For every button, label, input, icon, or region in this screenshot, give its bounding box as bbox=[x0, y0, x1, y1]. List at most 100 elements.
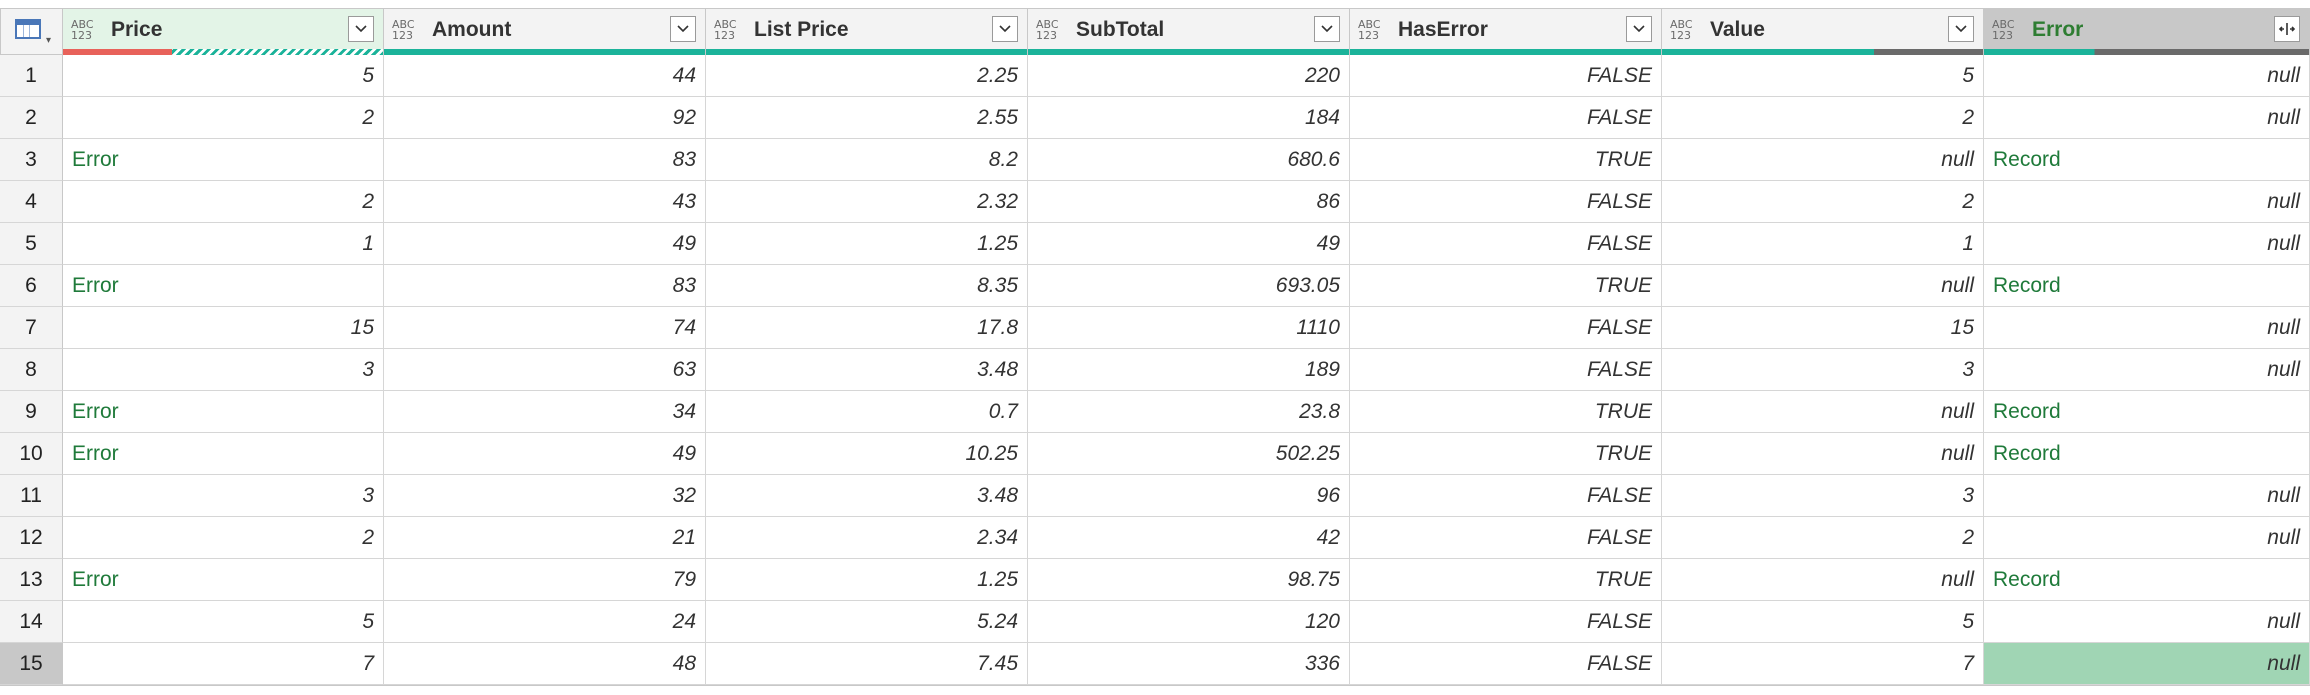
table-cell[interactable]: 23.8 bbox=[1028, 391, 1350, 433]
table-cell[interactable]: 2.55 bbox=[706, 97, 1028, 139]
any-type-icon[interactable]: ABC 123 bbox=[1358, 19, 1388, 41]
table-cell[interactable]: 5 bbox=[63, 601, 384, 643]
table-cell[interactable]: 120 bbox=[1028, 601, 1350, 643]
table-cell[interactable]: 3 bbox=[63, 475, 384, 517]
table-cell[interactable]: 96 bbox=[1028, 475, 1350, 517]
table-cell[interactable]: 49 bbox=[384, 433, 706, 475]
table-cell[interactable]: 2 bbox=[63, 97, 384, 139]
table-cell[interactable]: 3 bbox=[1662, 349, 1984, 391]
column-header-amount[interactable]: ABC 123 Amount bbox=[384, 8, 706, 55]
table-cell[interactable]: null bbox=[1984, 643, 2310, 685]
row-number[interactable]: 12 bbox=[0, 517, 63, 559]
table-cell[interactable]: 1 bbox=[1662, 223, 1984, 265]
table-cell[interactable]: 1 bbox=[63, 223, 384, 265]
row-number[interactable]: 10 bbox=[0, 433, 63, 475]
table-cell[interactable]: TRUE bbox=[1350, 559, 1662, 601]
row-number[interactable]: 11 bbox=[0, 475, 63, 517]
column-header-price[interactable]: ABC 123 Price bbox=[63, 8, 384, 55]
row-number[interactable]: 8 bbox=[0, 349, 63, 391]
table-cell[interactable]: 86 bbox=[1028, 181, 1350, 223]
table-cell[interactable]: null bbox=[1662, 139, 1984, 181]
row-number[interactable]: 5 bbox=[0, 223, 63, 265]
table-cell[interactable]: 15 bbox=[1662, 307, 1984, 349]
table-cell[interactable]: Error bbox=[63, 391, 384, 433]
table-cell[interactable]: null bbox=[1662, 433, 1984, 475]
table-cell[interactable]: Record bbox=[1984, 433, 2310, 475]
table-cell[interactable]: 15 bbox=[63, 307, 384, 349]
table-cell[interactable]: 24 bbox=[384, 601, 706, 643]
table-cell[interactable]: 83 bbox=[384, 265, 706, 307]
table-cell[interactable]: FALSE bbox=[1350, 643, 1662, 685]
dropdown-icon[interactable] bbox=[1948, 16, 1974, 42]
row-number[interactable]: 7 bbox=[0, 307, 63, 349]
table-cell[interactable]: 2.34 bbox=[706, 517, 1028, 559]
table-cell[interactable]: 92 bbox=[384, 97, 706, 139]
row-number[interactable]: 4 bbox=[0, 181, 63, 223]
table-cell[interactable]: 3 bbox=[1662, 475, 1984, 517]
dropdown-icon[interactable] bbox=[1314, 16, 1340, 42]
table-cell[interactable]: 693.05 bbox=[1028, 265, 1350, 307]
table-cell[interactable]: TRUE bbox=[1350, 433, 1662, 475]
table-cell[interactable]: 1.25 bbox=[706, 559, 1028, 601]
table-cell[interactable]: null bbox=[1984, 307, 2310, 349]
table-cell[interactable]: 63 bbox=[384, 349, 706, 391]
row-number[interactable]: 15 bbox=[0, 643, 63, 685]
table-cell[interactable]: 44 bbox=[384, 55, 706, 97]
table-cell[interactable]: FALSE bbox=[1350, 349, 1662, 391]
table-cell[interactable]: null bbox=[1662, 391, 1984, 433]
column-header-list-price[interactable]: ABC 123 List Price bbox=[706, 8, 1028, 55]
table-cell[interactable]: 79 bbox=[384, 559, 706, 601]
table-cell[interactable]: 48 bbox=[384, 643, 706, 685]
table-cell[interactable]: 189 bbox=[1028, 349, 1350, 391]
table-cell[interactable]: 184 bbox=[1028, 97, 1350, 139]
table-cell[interactable]: 32 bbox=[384, 475, 706, 517]
table-cell[interactable]: 3.48 bbox=[706, 475, 1028, 517]
table-cell[interactable]: FALSE bbox=[1350, 223, 1662, 265]
row-number[interactable]: 3 bbox=[0, 139, 63, 181]
table-cell[interactable]: 43 bbox=[384, 181, 706, 223]
row-number[interactable]: 1 bbox=[0, 55, 63, 97]
table-cell[interactable]: FALSE bbox=[1350, 97, 1662, 139]
table-cell[interactable]: 49 bbox=[384, 223, 706, 265]
column-header-error[interactable]: ABC 123 Error bbox=[1984, 8, 2310, 55]
table-cell[interactable]: null bbox=[1984, 349, 2310, 391]
dropdown-icon[interactable] bbox=[1626, 16, 1652, 42]
any-type-icon[interactable]: ABC 123 bbox=[714, 19, 744, 41]
dropdown-icon[interactable] bbox=[348, 16, 374, 42]
table-cell[interactable]: FALSE bbox=[1350, 181, 1662, 223]
row-number[interactable]: 14 bbox=[0, 601, 63, 643]
table-cell[interactable]: 0.7 bbox=[706, 391, 1028, 433]
table-cell[interactable]: TRUE bbox=[1350, 391, 1662, 433]
table-cell[interactable]: FALSE bbox=[1350, 517, 1662, 559]
table-cell[interactable]: FALSE bbox=[1350, 55, 1662, 97]
column-header-haserror[interactable]: ABC 123 HasError bbox=[1350, 8, 1662, 55]
table-cell[interactable]: Record bbox=[1984, 559, 2310, 601]
table-cell[interactable]: FALSE bbox=[1350, 307, 1662, 349]
table-cell[interactable]: Record bbox=[1984, 391, 2310, 433]
table-cell[interactable]: 1.25 bbox=[706, 223, 1028, 265]
table-cell[interactable]: 21 bbox=[384, 517, 706, 559]
table-cell[interactable]: null bbox=[1984, 55, 2310, 97]
column-header-value[interactable]: ABC 123 Value bbox=[1662, 8, 1984, 55]
table-cell[interactable]: Error bbox=[63, 139, 384, 181]
table-cell[interactable]: 8.35 bbox=[706, 265, 1028, 307]
row-number[interactable]: 2 bbox=[0, 97, 63, 139]
table-cell[interactable]: Error bbox=[63, 265, 384, 307]
table-cell[interactable]: 5 bbox=[1662, 55, 1984, 97]
any-type-icon[interactable]: ABC 123 bbox=[1992, 19, 2022, 41]
table-cell[interactable]: 8.2 bbox=[706, 139, 1028, 181]
table-cell[interactable]: 34 bbox=[384, 391, 706, 433]
table-cell[interactable]: 49 bbox=[1028, 223, 1350, 265]
dropdown-icon[interactable] bbox=[992, 16, 1018, 42]
table-cell[interactable]: null bbox=[1984, 223, 2310, 265]
row-number[interactable]: 6 bbox=[0, 265, 63, 307]
table-cell[interactable]: 5.24 bbox=[706, 601, 1028, 643]
table-cell[interactable]: null bbox=[1984, 181, 2310, 223]
table-cell[interactable]: 2 bbox=[1662, 181, 1984, 223]
table-cell[interactable]: null bbox=[1662, 265, 1984, 307]
table-cell[interactable]: Error bbox=[63, 433, 384, 475]
table-cell[interactable]: 5 bbox=[63, 55, 384, 97]
table-cell[interactable]: null bbox=[1662, 559, 1984, 601]
table-cell[interactable]: 2 bbox=[1662, 97, 1984, 139]
table-cell[interactable]: 3.48 bbox=[706, 349, 1028, 391]
